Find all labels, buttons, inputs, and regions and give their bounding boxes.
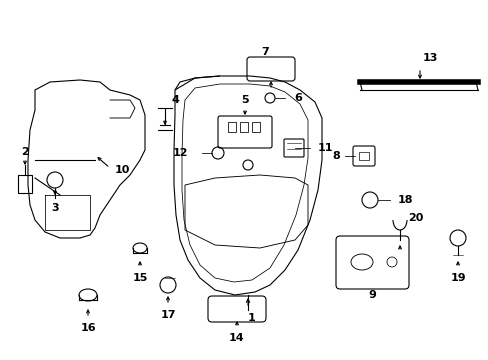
Bar [358,152,368,160]
Text: 10: 10 [114,165,129,175]
Text: 12: 12 [172,148,187,158]
Text: 4: 4 [171,95,179,105]
Text: 5: 5 [241,95,248,105]
Text: 2: 2 [21,147,29,157]
Text: 14: 14 [229,333,244,343]
Text: 3: 3 [51,203,59,213]
Bar [227,122,236,132]
Text: 17: 17 [160,310,175,320]
Bar [240,122,247,132]
Text: 16: 16 [80,323,96,333]
Text: 20: 20 [407,213,423,223]
Bar [18,175,32,193]
Text: 15: 15 [132,273,147,283]
Text: 9: 9 [367,290,375,300]
Text: 11: 11 [317,143,333,153]
Text: 1: 1 [247,313,255,323]
Text: 6: 6 [293,93,301,103]
Text: 7: 7 [261,47,268,57]
Bar [251,122,260,132]
Text: 18: 18 [397,195,413,205]
Text: 19: 19 [449,273,465,283]
Text: 8: 8 [331,151,339,161]
Text: 13: 13 [422,53,437,63]
